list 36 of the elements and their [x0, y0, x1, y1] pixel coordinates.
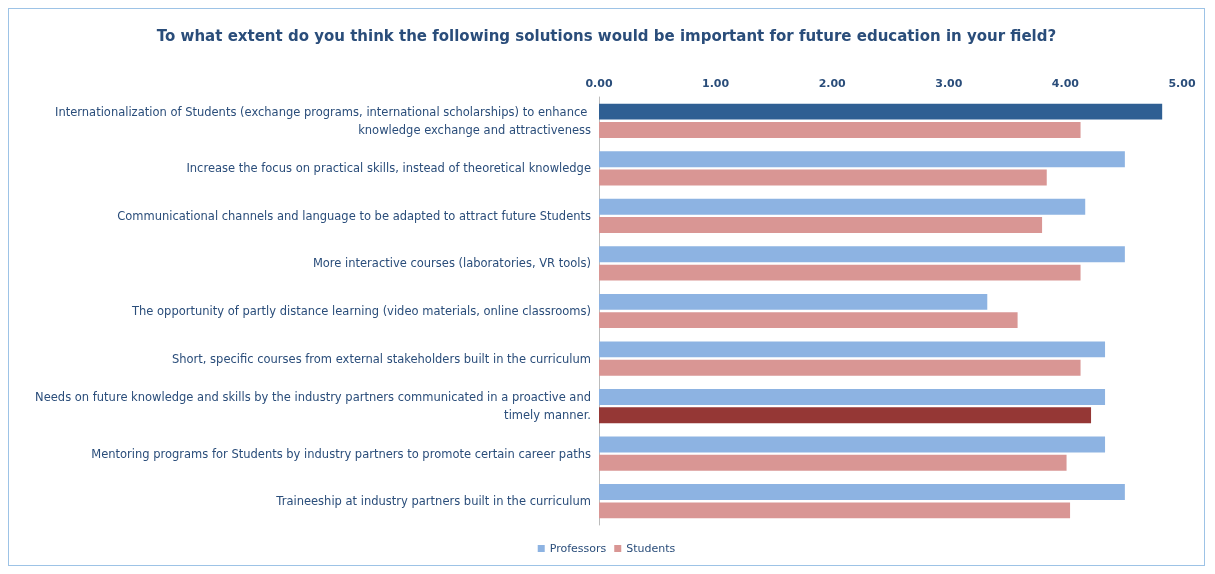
bar — [599, 388, 1106, 405]
y-tick-label: Short, specific courses from external stakeholders built in the curriculum — [171, 351, 591, 366]
x-tick-label: 0.00 — [585, 77, 613, 90]
bar — [599, 121, 1081, 138]
bar — [599, 436, 1106, 453]
bar — [599, 198, 1086, 215]
bar — [599, 359, 1081, 376]
y-tick-label: Needs on future knowledge and skills by the industry partners communicated in a proactive and timely manner. — [35, 390, 591, 423]
legend-label: Professors — [549, 542, 607, 555]
legend-label: Students — [626, 542, 676, 555]
bar — [599, 502, 1071, 519]
x-tick-label: 3.00 — [935, 77, 963, 90]
x-tick-label: 2.00 — [818, 77, 847, 90]
x-tick-label: 1.00 — [702, 77, 730, 90]
bar — [599, 169, 1047, 186]
bar — [599, 217, 1043, 234]
x-tick-label: 4.00 — [1051, 77, 1080, 90]
bar — [599, 484, 1125, 501]
y-tick-label: Internationalization of Students (exchange programs, international scholarships) to enhance knowledge exchange and attractiveness — [55, 104, 591, 137]
y-tick-label: More interactive courses (laboratories, VR tools) — [312, 256, 591, 271]
bar — [599, 151, 1125, 168]
x-tick-label: 5.00 — [1168, 77, 1196, 90]
bar — [599, 407, 1092, 424]
y-tick-label: Mentoring programs for Students by industry partners to promote certain career paths — [91, 446, 591, 461]
bar — [599, 341, 1106, 358]
bar — [599, 293, 988, 310]
bar — [599, 454, 1067, 471]
y-tick-label: The opportunity of partly distance learning (video materials, online classrooms) — [131, 304, 591, 318]
bar — [599, 264, 1081, 281]
bar — [599, 103, 1163, 120]
y-tick-label: Communicational channels and language to be adapted to attract future Students — [117, 208, 591, 223]
bar — [599, 312, 1018, 329]
y-tick-label: Increase the focus on practical skills, instead of theoretical knowledge — [186, 161, 591, 176]
y-tick-label: Traineeship at industry partners built in the curriculum — [275, 494, 591, 509]
chart-title: To what extent do you think the following solutions would be important for future education in your field? — [156, 26, 1057, 45]
bar — [599, 246, 1125, 263]
